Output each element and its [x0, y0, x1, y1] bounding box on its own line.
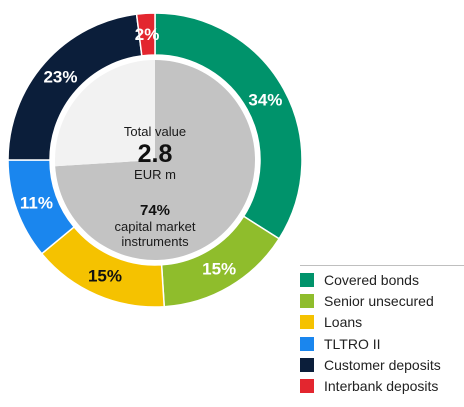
- inner-pie-slice: [55, 60, 155, 167]
- legend-swatch: [300, 272, 314, 287]
- legend-item: Loans: [300, 312, 464, 333]
- legend-swatch: [300, 293, 314, 308]
- inner-pie-slice: [55, 60, 256, 260]
- legend-item: Covered bonds: [300, 269, 464, 290]
- legend-swatch: [300, 379, 314, 394]
- legend-item: Customer deposits: [300, 354, 464, 375]
- total-label: Total value: [124, 124, 186, 139]
- legend-item: Interbank deposits: [300, 375, 464, 396]
- slice-label: 23%: [43, 68, 77, 87]
- legend-label: Loans: [324, 314, 363, 331]
- legend-label: Covered bonds: [324, 271, 419, 288]
- share-value: 74%: [140, 202, 170, 219]
- ring-slice: [135, 12, 156, 57]
- slice-labels: 34% 15% 15% 11% 23% 2%: [20, 25, 283, 285]
- slice-label: 2%: [135, 25, 160, 44]
- center-text: Total value 2.8 EUR m 74% capital market…: [115, 124, 196, 249]
- total-unit: EUR m: [134, 167, 176, 182]
- legend-label: Interbank deposits: [324, 378, 439, 395]
- outer-ring: [7, 12, 303, 308]
- ring-slice: [154, 12, 303, 240]
- slice-label: 34%: [248, 90, 282, 109]
- legend-swatch: [300, 315, 314, 330]
- slice-label: 11%: [20, 194, 53, 213]
- slice-label: 15%: [202, 259, 236, 278]
- legend-swatch: [300, 336, 314, 351]
- slice-label: 15%: [88, 267, 122, 286]
- total-value: 2.8: [138, 140, 173, 168]
- legend-label: TLTRO II: [324, 335, 381, 352]
- inner-pie: [55, 60, 256, 260]
- legend-label: Senior unsecured: [324, 292, 434, 309]
- legend: Covered bonds Senior unsecured Loans TLT…: [300, 265, 464, 397]
- legend-item: TLTRO II: [300, 333, 464, 354]
- share-line-2: instruments: [121, 234, 189, 249]
- legend-item: Senior unsecured: [300, 290, 464, 311]
- legend-label: Customer deposits: [324, 356, 441, 373]
- legend-swatch: [300, 357, 314, 372]
- share-line-1: capital market: [115, 219, 196, 234]
